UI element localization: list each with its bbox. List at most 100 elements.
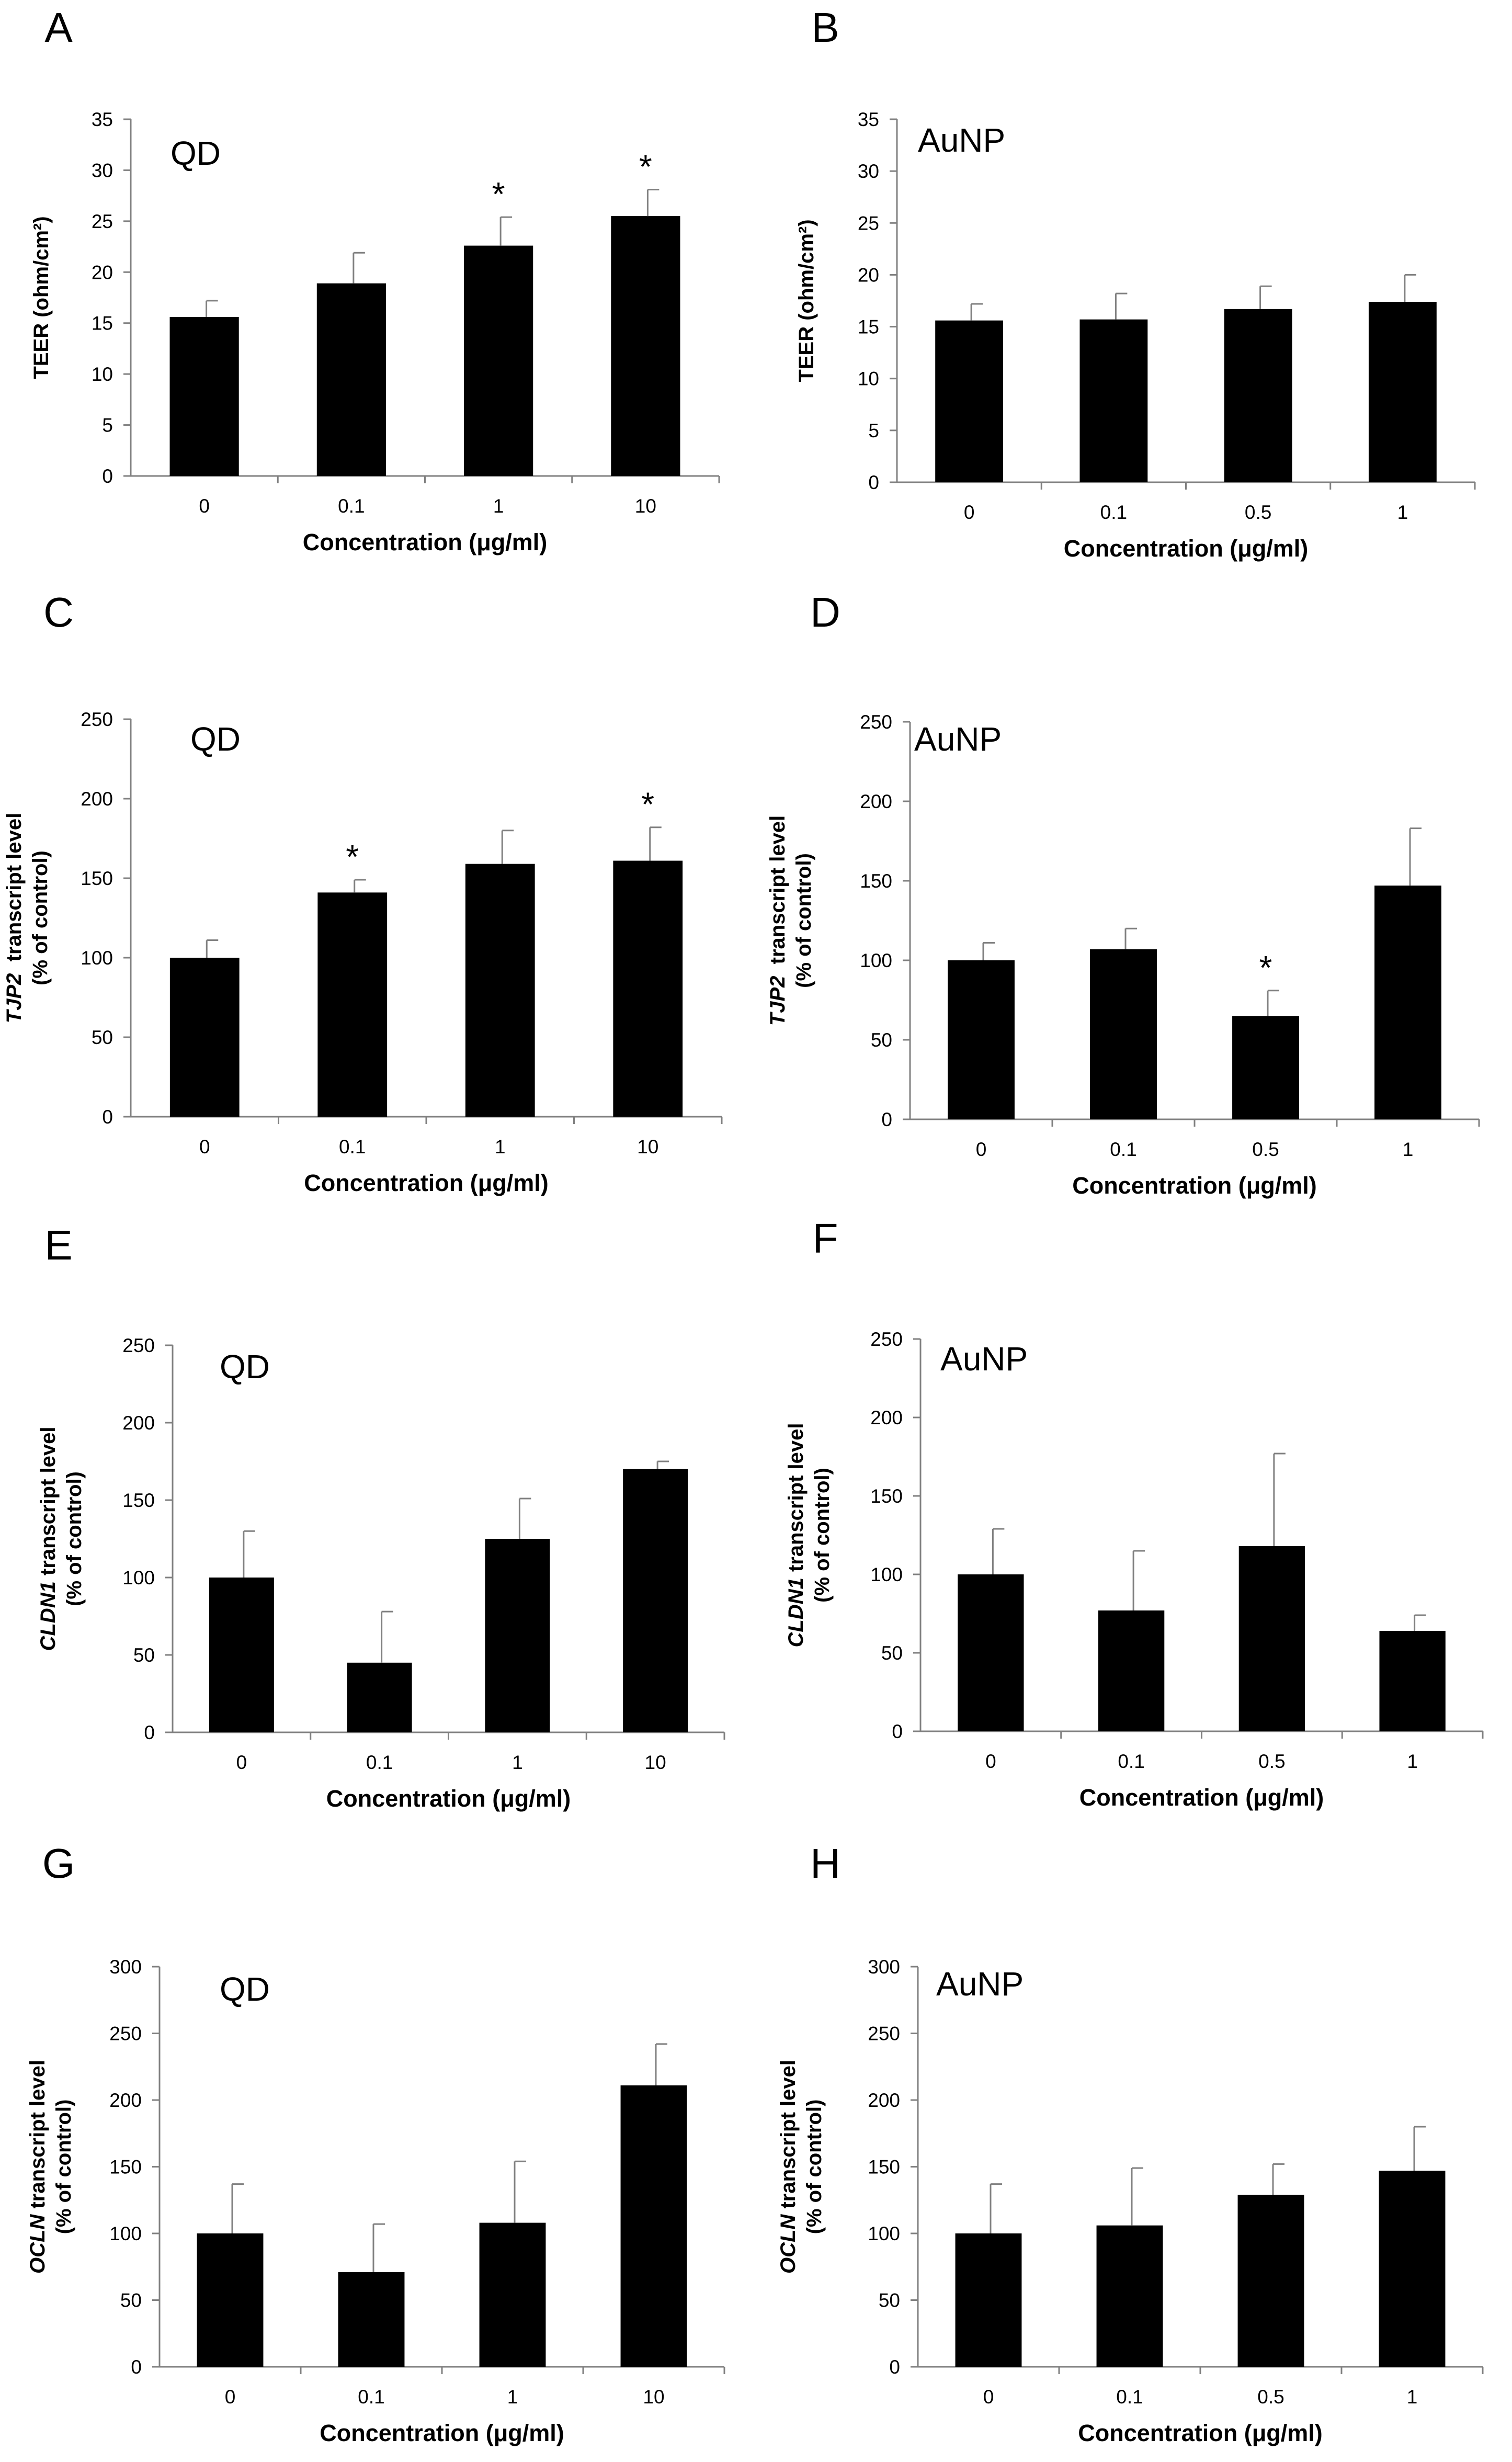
bar [1237,2195,1304,2367]
x-axis-title: Concentration (μg/ml) [304,1170,549,1196]
x-tick-label: 1 [493,495,504,517]
x-tick-label: 10 [645,1752,666,1773]
bar [317,892,388,1117]
x-tick-label: 0 [983,2386,994,2408]
x-tick-label: 0 [976,1139,987,1160]
y-tick-label: 0 [892,1721,903,1742]
panel-letter: F [813,1215,838,1262]
y-tick-label: 250 [860,711,892,733]
y-tick-label: 150 [81,868,113,889]
chart-title: AuNP [936,1965,1024,2003]
bar [465,864,535,1117]
x-tick-label: 0.5 [1257,2386,1284,2408]
y-tick-label: 15 [92,313,113,334]
panel-letter: D [810,589,840,636]
chart-panel-g: G QD 0 50 100 150 200 250 300 0 0.1 1 10 Concentratio… [26,1840,725,2446]
bar [1224,309,1292,482]
chart-title: QD [190,720,241,758]
y-tick-label: 10 [858,368,879,390]
chart-title: AuNP [918,121,1005,159]
y-tick-label: 30 [92,160,113,181]
y-tick-label: 200 [122,1412,155,1434]
bar [169,317,239,476]
y-tick-label: 0 [144,1722,155,1743]
y-tick-label: 30 [858,161,879,182]
bar [955,2233,1022,2367]
bar [623,1469,688,1732]
x-tick-label: 1 [1403,1139,1414,1160]
y-tick-label: 35 [858,109,879,130]
x-tick-label: 0.1 [1118,1751,1144,1772]
significance-asterisk: * [492,175,505,213]
x-tick-label: 0 [199,1136,210,1158]
y-axis-title: TEER (ohm/cm²) [795,219,818,382]
x-tick-label: 1 [495,1136,506,1158]
y-tick-label: 100 [81,947,113,969]
y-axis-title: CLDN1 transcript level [37,1426,60,1651]
x-axis-title: Concentration (μg/ml) [303,529,548,555]
bar [316,283,386,476]
x-tick-label: 0.1 [339,1136,366,1158]
y-tick-label: 50 [871,1029,892,1051]
panel-letter: E [44,1222,72,1268]
chart-panel-b: B AuNP 0 5 10 15 20 25 30 35 0 0.1 0.5 1 Concentration… [795,4,1476,562]
y-axis-title-line2: (% of control) [811,1468,834,1603]
y-axis-title: CLDN1 transcript level [785,1423,808,1647]
y-tick-label: 250 [109,2023,142,2045]
x-tick-label: 0.1 [338,495,365,517]
bar [613,860,683,1117]
bar [338,2272,405,2367]
bar [1379,2171,1446,2367]
y-tick-label: 100 [868,2223,900,2244]
x-tick-label: 0 [199,495,210,517]
x-axis-title: Concentration (μg/ml) [1064,535,1309,562]
bar [169,958,240,1117]
x-tick-label: 10 [637,1136,658,1158]
y-tick-label: 200 [870,1407,903,1428]
y-tick-label: 20 [92,262,113,283]
y-tick-label: 5 [868,420,879,441]
chart-title: AuNP [914,720,1002,758]
chart-panel-c: C QD 0 50 100 150 200 250 0 0.1 * 1 10 * Concentration… [3,589,723,1196]
bar [620,2085,687,2367]
chart-title: AuNP [940,1340,1028,1378]
x-tick-label: 0.1 [1116,2386,1143,2408]
significance-asterisk: * [639,148,652,185]
x-tick-label: 0.1 [366,1752,393,1773]
panel-letter: G [42,1840,75,1887]
y-axis-title: TJP2 transcript level [766,815,789,1026]
bar [1374,886,1441,1119]
y-tick-label: 250 [81,709,113,730]
bar [1238,1546,1305,1731]
y-tick-label: 25 [92,211,113,232]
x-tick-label: 0 [225,2386,236,2408]
y-axis-title: OCLN transcript level [26,2060,49,2274]
x-tick-label: 0.1 [1110,1139,1136,1160]
y-axis-title: TJP2 transcript level [3,813,26,1023]
y-tick-label: 150 [109,2157,142,2178]
bar [464,245,533,476]
x-axis-title: Concentration (μg/ml) [320,2420,564,2446]
panel-letter: A [44,4,73,51]
bar [1098,1610,1165,1731]
y-tick-label: 100 [122,1567,155,1589]
chart-title: QD [220,1970,270,2008]
y-tick-label: 150 [122,1490,155,1511]
y-tick-label: 150 [860,870,892,892]
bar [611,216,680,476]
x-tick-label: 0 [985,1751,996,1772]
significance-asterisk: * [1259,949,1272,986]
y-tick-label: 15 [858,316,879,338]
y-tick-label: 0 [102,466,113,487]
y-tick-label: 20 [858,264,879,286]
x-tick-label: 0 [964,502,975,523]
chart-title: QD [220,1348,270,1386]
y-tick-label: 0 [868,472,879,493]
x-tick-label: 10 [635,495,656,517]
y-tick-label: 100 [860,950,892,971]
y-tick-label: 0 [102,1106,113,1128]
y-tick-label: 150 [868,2157,900,2178]
x-tick-label: 1 [1407,2386,1418,2408]
panel-letter: C [43,589,74,636]
